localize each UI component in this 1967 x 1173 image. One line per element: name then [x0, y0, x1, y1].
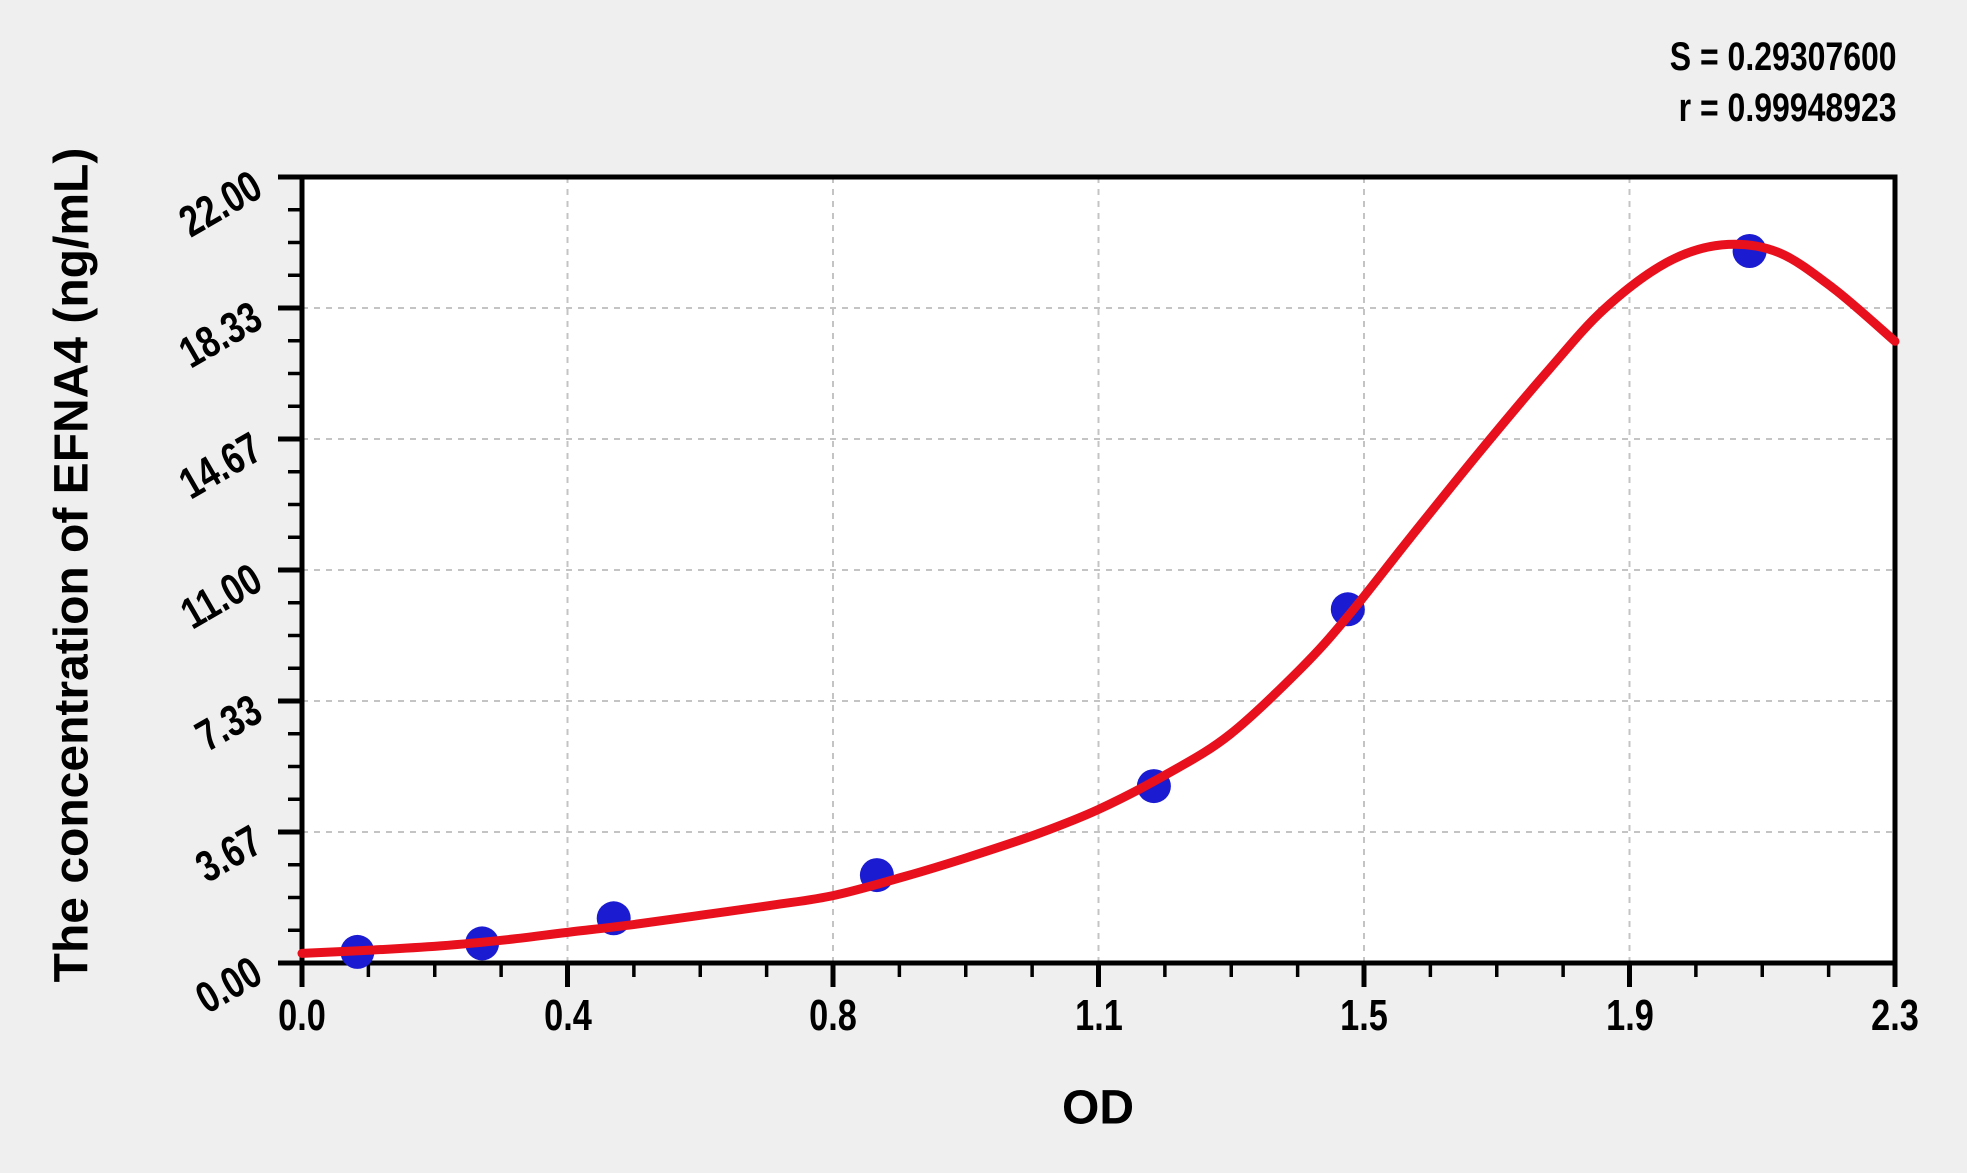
x-tick-label: 1.1 [1074, 991, 1123, 1040]
stat-r-value: r = 0.99948923 [1679, 86, 1897, 130]
fit-curve-line [297, 239, 1900, 958]
x-tick-label: 0.8 [809, 991, 857, 1040]
gridlines [302, 177, 1895, 963]
stat-s-value: S = 0.29307600 [1670, 35, 1897, 79]
x-tick-label: 1.5 [1340, 991, 1388, 1040]
x-tick-label: 2.3 [1871, 991, 1919, 1040]
x-tick-label: 0.4 [543, 991, 592, 1040]
x-tick-label: 0.0 [278, 991, 326, 1040]
axis-ticks [278, 174, 1898, 987]
fit-statistics: S = 0.29307600 r = 0.99948923 [1670, 32, 1897, 134]
x-tick-label: 1.9 [1605, 991, 1654, 1040]
y-axis-title: The concentration of EFNA4 (ng/mL) [45, 147, 99, 983]
x-axis-title: OD [1062, 1081, 1134, 1135]
